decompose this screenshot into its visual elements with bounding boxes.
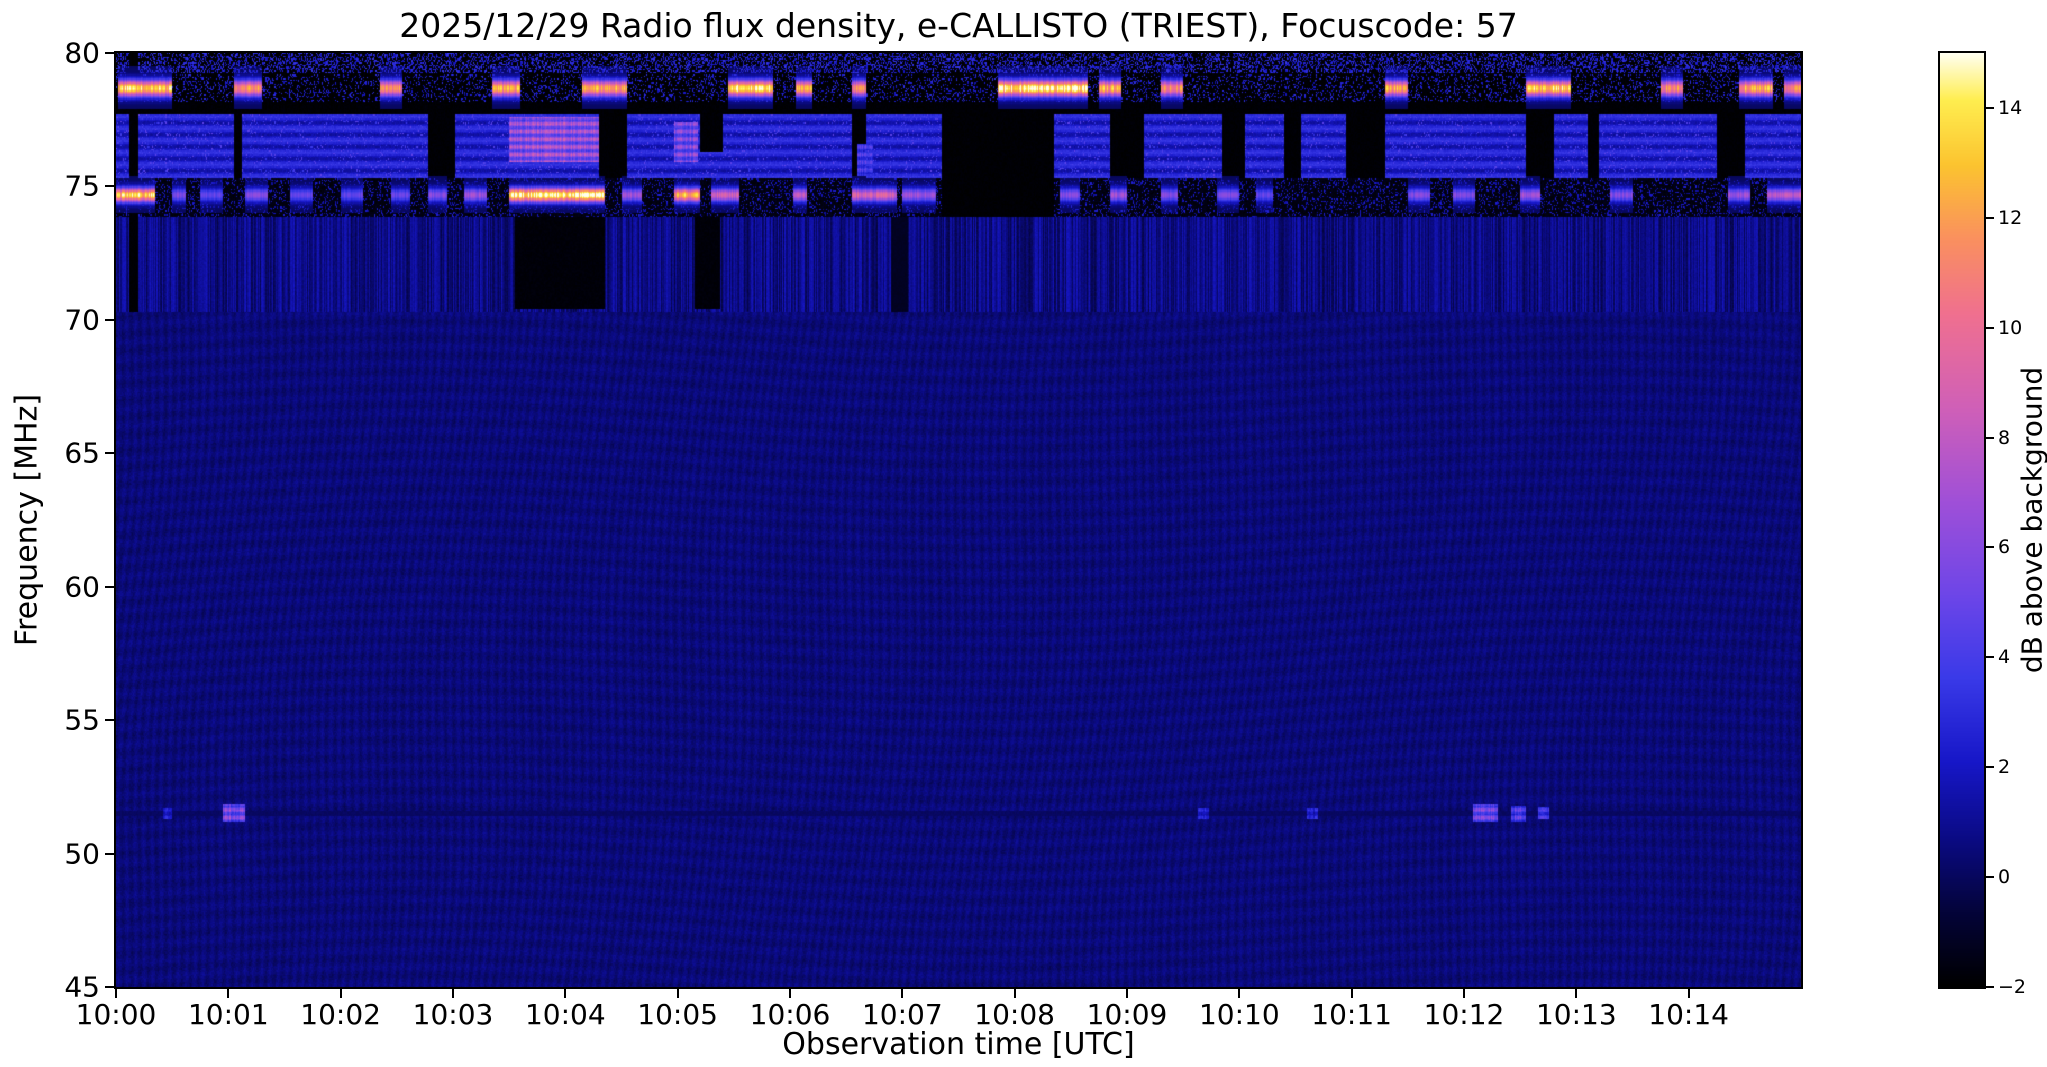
x-tick-label: 10:12: [1423, 998, 1505, 1031]
x-tick-label: 10:13: [1535, 998, 1617, 1031]
x-tick-mark: [901, 989, 904, 998]
colorbar-tick-label: −2: [1998, 976, 2027, 998]
colorbar: [1938, 51, 1986, 989]
chart-title: 2025/12/29 Radio flux density, e-CALLIST…: [399, 6, 1518, 45]
x-tick-label: 10:00: [75, 998, 157, 1031]
colorbar-tick-mark: [1986, 106, 1994, 109]
x-tick-mark: [339, 989, 342, 998]
colorbar-tick-mark: [1986, 326, 1994, 329]
y-tick-label: 65: [64, 436, 100, 470]
y-tick-label: 60: [64, 570, 100, 604]
x-tick-label: 10:05: [637, 998, 719, 1031]
y-tick-label: 50: [64, 837, 100, 871]
colorbar-label: dB above background: [2015, 366, 2047, 674]
y-tick-label: 70: [64, 303, 100, 337]
x-tick-label: 10:01: [187, 998, 269, 1031]
y-tick-mark: [105, 452, 114, 455]
y-tick-mark: [105, 585, 114, 588]
colorbar-tick-mark: [1986, 656, 1994, 659]
x-tick-mark: [789, 989, 791, 998]
colorbar-tick-label: 14: [1998, 96, 2023, 119]
x-tick-label: 10:07: [861, 998, 943, 1031]
spectrogram-canvas: [116, 53, 1801, 987]
colorbar-tick-label: 2: [1998, 756, 2011, 779]
y-tick-mark: [105, 852, 114, 855]
x-tick-mark: [564, 989, 567, 998]
colorbar-canvas: [1940, 53, 1984, 987]
colorbar-tick-label: 8: [1998, 426, 2011, 449]
y-tick-label: 80: [64, 36, 100, 70]
x-tick-mark: [1350, 989, 1353, 998]
x-tick-label: 10:14: [1648, 998, 1730, 1031]
colorbar-tick-label: 10: [1998, 316, 2023, 339]
x-tick-label: 10:10: [1198, 998, 1280, 1031]
y-tick-label: 45: [64, 970, 100, 1004]
plot-area: [114, 51, 1803, 989]
x-tick-mark: [676, 989, 679, 998]
y-tick-mark: [105, 185, 114, 188]
x-tick-mark: [1575, 989, 1578, 998]
colorbar-tick-label: 0: [1998, 866, 2011, 889]
x-axis-label: Observation time [UTC]: [782, 1027, 1135, 1062]
x-tick-label: 10:11: [1311, 998, 1393, 1031]
colorbar-tick-label: 4: [1998, 646, 2011, 669]
x-tick-label: 10:03: [412, 998, 494, 1031]
colorbar-tick-mark: [1986, 216, 1994, 219]
colorbar-tick-label: 6: [1998, 536, 2011, 559]
y-tick-label: 75: [64, 169, 100, 203]
colorbar-tick-mark: [1986, 436, 1994, 439]
y-tick-mark: [105, 719, 114, 722]
x-tick-label: 10:04: [524, 998, 606, 1031]
colorbar-tick-mark: [1986, 876, 1994, 879]
x-tick-mark: [1013, 989, 1016, 998]
x-tick-mark: [1126, 989, 1128, 998]
colorbar-tick-label: 12: [1998, 206, 2023, 229]
x-tick-mark: [227, 989, 230, 998]
y-axis-label: Frequency [MHz]: [9, 393, 45, 647]
y-tick-label: 55: [64, 703, 100, 737]
y-tick-mark: [105, 986, 114, 988]
colorbar-tick-mark: [1986, 546, 1994, 549]
x-tick-mark: [452, 989, 454, 998]
y-tick-mark: [105, 52, 114, 54]
colorbar-tick-mark: [1986, 986, 1994, 988]
x-tick-mark: [1463, 989, 1465, 998]
x-tick-label: 10:06: [749, 998, 831, 1031]
x-tick-label: 10:08: [974, 998, 1056, 1031]
colorbar-tick-mark: [1986, 766, 1994, 769]
x-tick-mark: [1687, 989, 1690, 998]
x-tick-mark: [115, 989, 117, 998]
y-tick-mark: [105, 318, 114, 321]
x-tick-mark: [1238, 989, 1241, 998]
x-tick-label: 10:09: [1086, 998, 1168, 1031]
x-tick-label: 10:02: [300, 998, 382, 1031]
